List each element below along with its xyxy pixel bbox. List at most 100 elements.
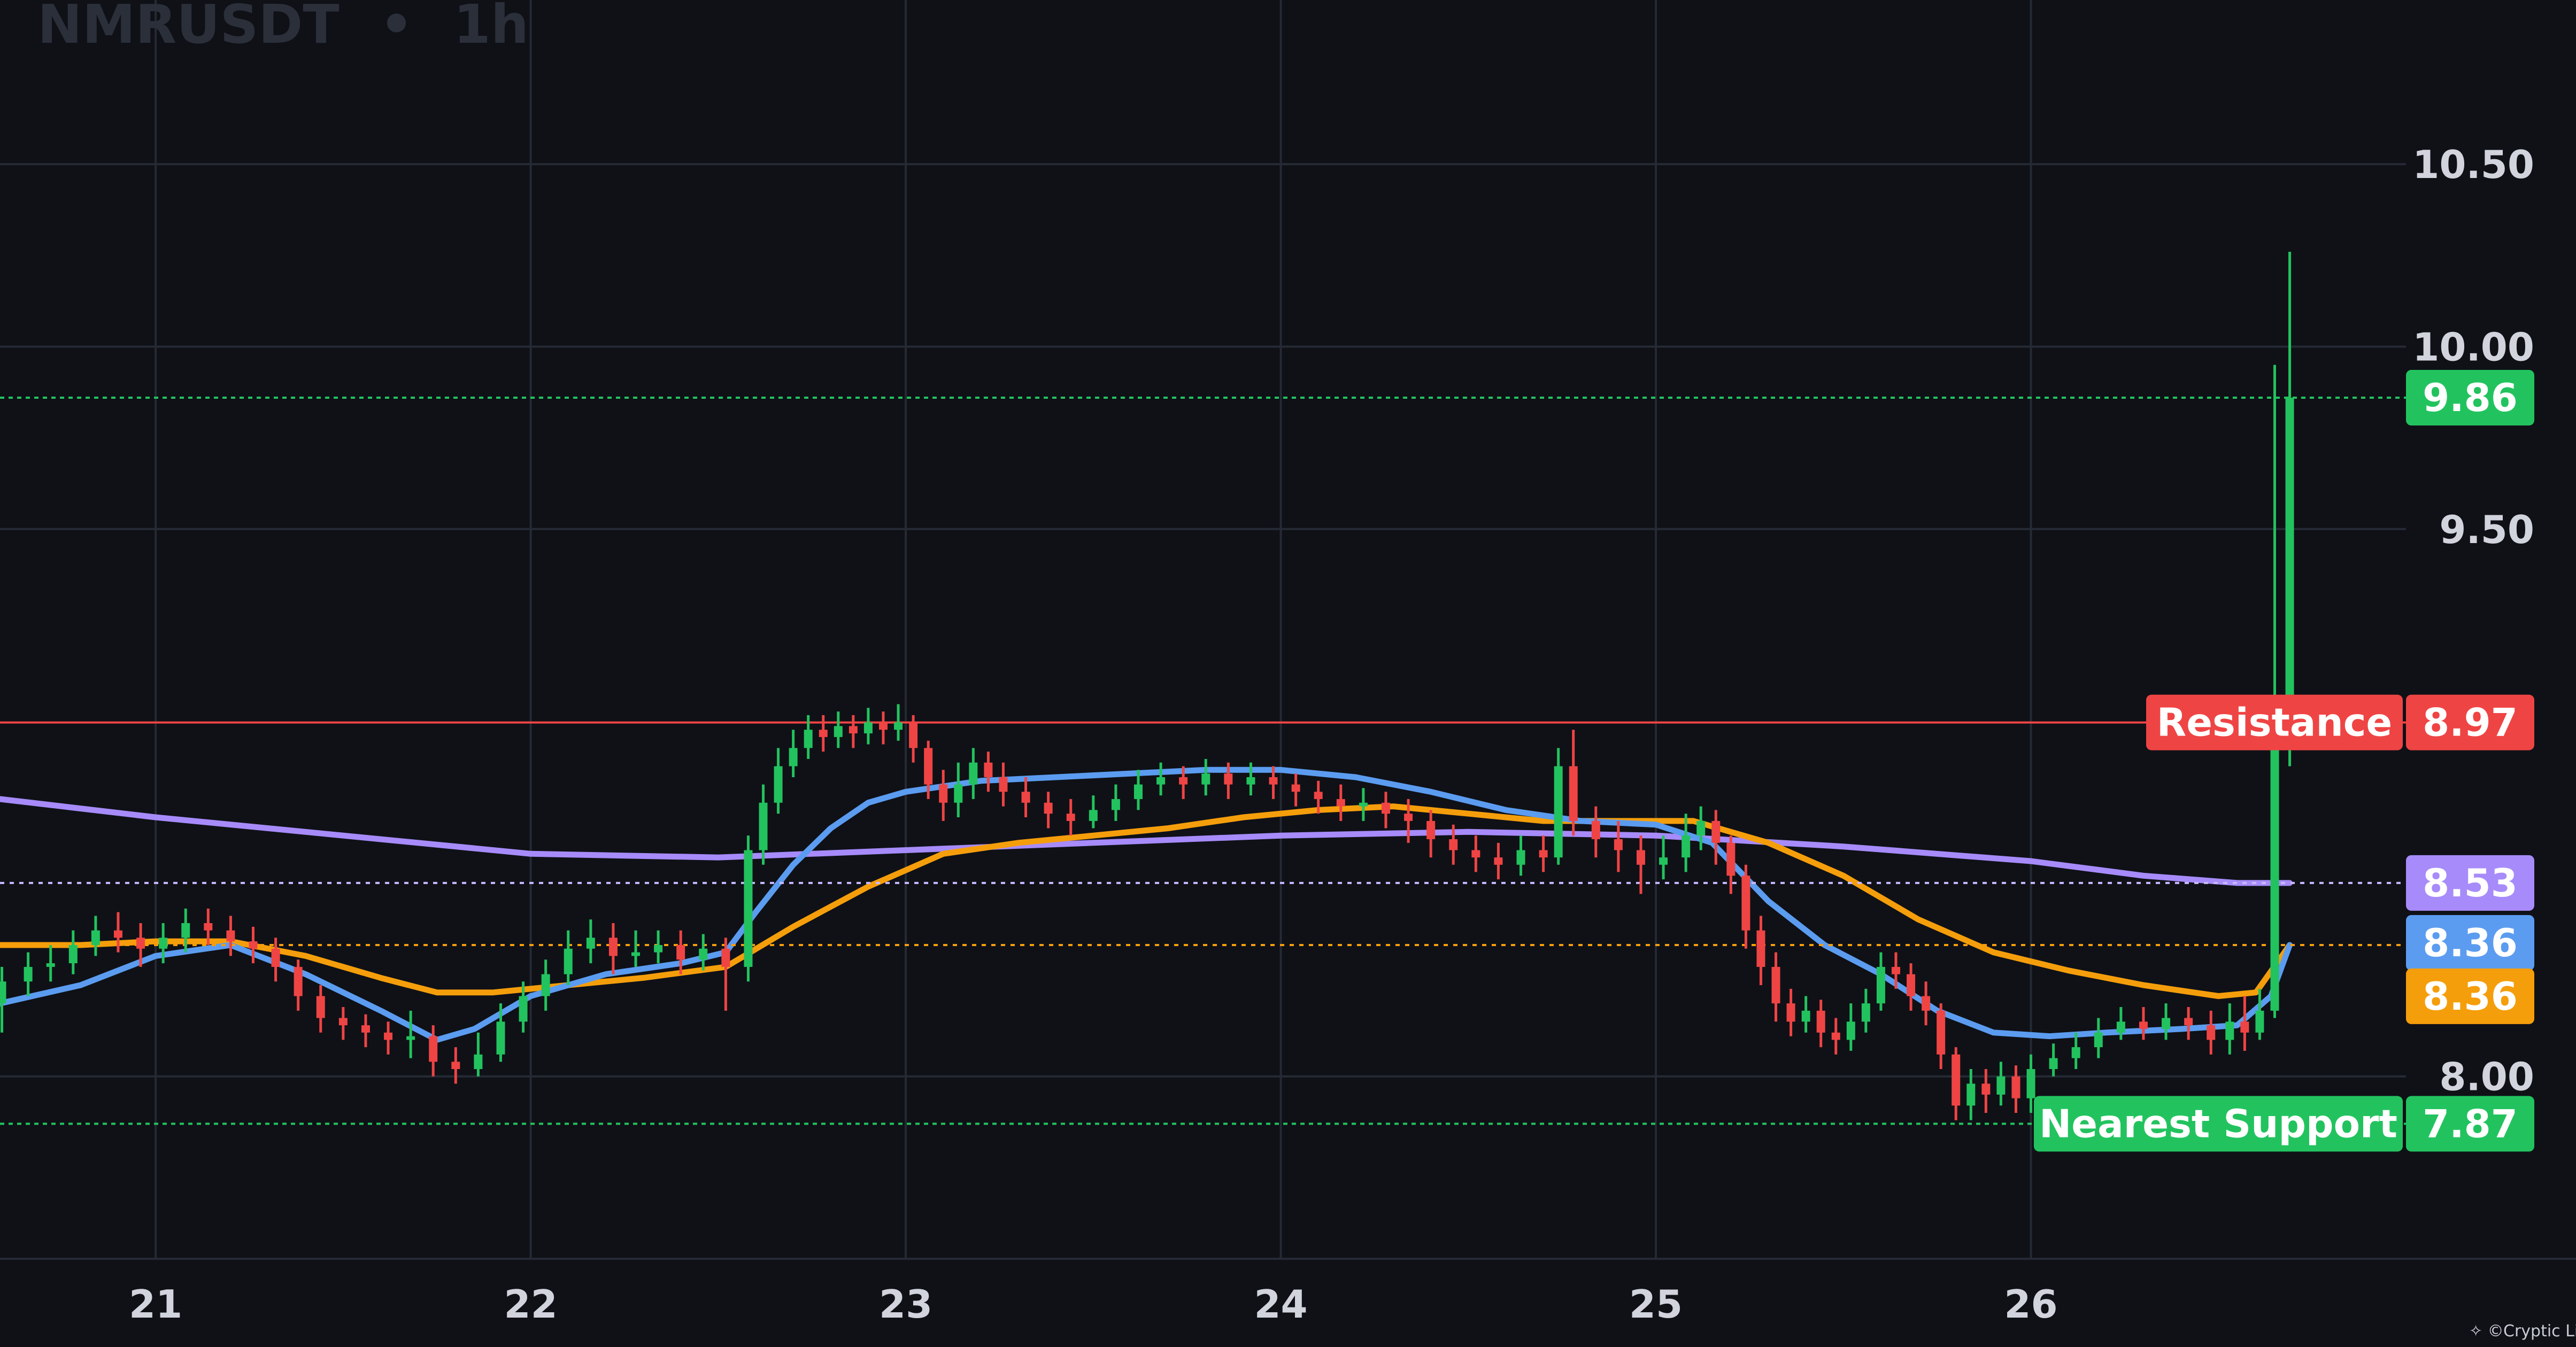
candle-109[interactable] — [2139, 1007, 2148, 1040]
candle-82[interactable] — [1696, 806, 1706, 850]
candle-112[interactable] — [2207, 1010, 2216, 1055]
candle-80[interactable] — [1659, 835, 1668, 880]
candle-45[interactable] — [924, 740, 933, 799]
candle-9[interactable] — [204, 908, 213, 945]
candle-3[interactable] — [68, 930, 78, 974]
candle-88[interactable] — [1786, 988, 1795, 1036]
candle-50[interactable] — [999, 762, 1008, 807]
candle-41[interactable] — [863, 708, 873, 745]
candle-86[interactable] — [1756, 916, 1765, 986]
candle-98[interactable] — [1937, 1003, 1946, 1070]
candle-53[interactable] — [1066, 799, 1075, 836]
candle-48[interactable] — [969, 748, 978, 799]
candle-70[interactable] — [1449, 824, 1458, 865]
candle-85[interactable] — [1741, 864, 1750, 949]
candle-23[interactable] — [519, 981, 528, 1033]
candle-5[interactable] — [113, 912, 122, 953]
candle-59[interactable] — [1201, 758, 1210, 796]
candle-87[interactable] — [1771, 952, 1780, 1022]
candle-37[interactable] — [804, 715, 813, 759]
candle-65[interactable] — [1336, 784, 1345, 821]
candle-66[interactable] — [1359, 788, 1368, 821]
price-axis[interactable]: 8.00 9.50 10.00 10.50 — [2412, 142, 2534, 1100]
candle-34[interactable] — [759, 784, 768, 865]
candle-22[interactable] — [496, 1003, 505, 1062]
candle-110[interactable] — [2162, 1003, 2171, 1040]
candle-63[interactable] — [1291, 773, 1300, 807]
candle-84[interactable] — [1726, 835, 1736, 894]
candle-103[interactable] — [2011, 1065, 2020, 1113]
candle-54[interactable] — [1089, 795, 1098, 829]
candle-51[interactable] — [1021, 777, 1030, 818]
candle-39[interactable] — [834, 711, 843, 748]
candle-52[interactable] — [1044, 792, 1053, 829]
candle-101[interactable] — [1981, 1069, 1991, 1113]
candle-0[interactable] — [0, 966, 6, 1033]
candle-90[interactable] — [1816, 1000, 1825, 1048]
candle-93[interactable] — [1861, 988, 1870, 1033]
candle-100[interactable] — [1966, 1069, 1976, 1120]
candle-104[interactable] — [2026, 1054, 2035, 1113]
candle-15[interactable] — [338, 1007, 348, 1040]
candle-72[interactable] — [1494, 842, 1503, 880]
candle-79[interactable] — [1636, 835, 1645, 894]
candle-116[interactable] — [2270, 365, 2279, 1018]
candle-95[interactable] — [1891, 952, 1900, 989]
candle-92[interactable] — [1846, 1003, 1855, 1051]
candle-89[interactable] — [1801, 996, 1810, 1033]
candle-46[interactable] — [939, 770, 948, 821]
candle-21[interactable] — [474, 1032, 483, 1077]
candle-18[interactable] — [406, 1010, 415, 1058]
candle-4[interactable] — [91, 916, 100, 956]
candle-26[interactable] — [586, 919, 595, 964]
candle-44[interactable] — [909, 715, 918, 763]
candle-2[interactable] — [46, 945, 55, 982]
candle-35[interactable] — [774, 748, 783, 814]
candle-71[interactable] — [1471, 835, 1480, 872]
candle-75[interactable] — [1554, 748, 1563, 865]
candle-61[interactable] — [1246, 762, 1255, 796]
candle-81[interactable] — [1682, 814, 1691, 872]
candle-62[interactable] — [1269, 766, 1278, 799]
candle-28[interactable] — [631, 930, 641, 967]
candle-30[interactable] — [676, 930, 685, 974]
time-axis[interactable]: 21 22 23 24 25 26 — [129, 1282, 2058, 1327]
candle-111[interactable] — [2184, 1007, 2193, 1040]
candle-11[interactable] — [249, 926, 258, 964]
candle-107[interactable] — [2094, 1018, 2103, 1058]
candle-56[interactable] — [1133, 770, 1143, 810]
candle-97[interactable] — [1922, 981, 1931, 1026]
candle-12[interactable] — [271, 938, 280, 982]
candle-67[interactable] — [1381, 792, 1390, 829]
candle-91[interactable] — [1831, 1018, 1840, 1055]
candle-57[interactable] — [1156, 762, 1166, 796]
candle-33[interactable] — [744, 835, 753, 982]
candle-102[interactable] — [1996, 1062, 2006, 1106]
candle-7[interactable] — [159, 923, 168, 964]
candle-113[interactable] — [2225, 1003, 2234, 1055]
candle-6[interactable] — [136, 923, 145, 967]
candle-106[interactable] — [2071, 1032, 2080, 1070]
candle-73[interactable] — [1516, 835, 1525, 876]
candle-19[interactable] — [429, 1025, 438, 1077]
candle-69[interactable] — [1426, 810, 1436, 858]
candle-40[interactable] — [849, 715, 858, 748]
candle-17[interactable] — [384, 1021, 393, 1055]
candle-96[interactable] — [1907, 963, 1916, 1011]
candle-38[interactable] — [819, 715, 828, 752]
candle-10[interactable] — [226, 916, 235, 956]
candle-64[interactable] — [1314, 780, 1323, 814]
candle-83[interactable] — [1711, 810, 1721, 865]
candle-13[interactable] — [294, 959, 303, 1011]
candle-60[interactable] — [1224, 762, 1233, 799]
candle-68[interactable] — [1404, 799, 1413, 843]
candle-29[interactable] — [654, 930, 663, 964]
candle-14[interactable] — [316, 985, 325, 1033]
candle-99[interactable] — [1952, 1047, 1961, 1120]
candle-25[interactable] — [564, 930, 573, 986]
candle-77[interactable] — [1591, 806, 1600, 858]
candle-24[interactable] — [541, 959, 550, 1011]
candle-58[interactable] — [1179, 766, 1188, 799]
candle-94[interactable] — [1876, 952, 1885, 1011]
